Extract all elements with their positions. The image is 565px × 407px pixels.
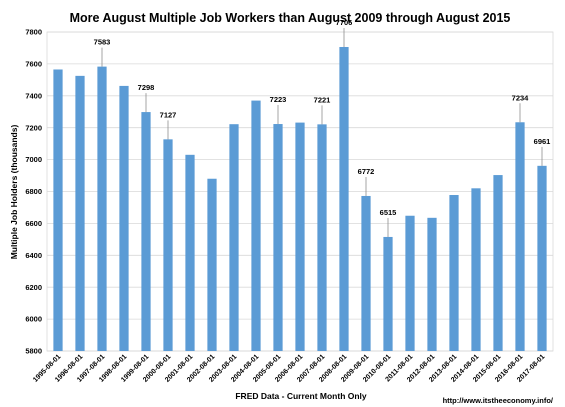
bar <box>449 195 459 351</box>
data-labels: 7583 7298 7127 7223 7221 7706 6772 6515 7234 6961 <box>94 18 551 237</box>
y-axis-label: Multiple Job Holders (thousands) <box>9 125 19 260</box>
y-axis-ticks: 5800 6000 6200 6400 6600 6800 7000 7200 7400 7600… <box>25 28 42 356</box>
bar <box>163 139 173 351</box>
y-tick-label: 7000 <box>25 155 42 164</box>
source-note: http://www.itstheeconomy.info/ <box>443 396 554 405</box>
data-label: 7127 <box>160 110 177 119</box>
bar <box>471 188 481 351</box>
data-label: 6772 <box>358 167 375 176</box>
data-label: 7298 <box>138 83 155 92</box>
x-axis-label: FRED Data - Current Month Only <box>235 391 367 401</box>
bar <box>273 124 283 352</box>
y-tick-label: 7200 <box>25 123 42 132</box>
data-label: 6961 <box>534 137 551 146</box>
chart-title: More August Multiple Job Workers than Au… <box>70 11 511 25</box>
data-label: 7221 <box>314 95 331 104</box>
y-tick-label: 6000 <box>25 315 42 324</box>
bar <box>537 165 547 351</box>
y-tick-label: 7600 <box>25 60 42 69</box>
bar <box>119 85 129 351</box>
bar <box>295 122 305 351</box>
y-tick-label: 6800 <box>25 187 42 196</box>
data-label: 7234 <box>512 93 530 102</box>
y-tick-label: 7400 <box>25 91 42 100</box>
bars <box>53 46 547 352</box>
bar <box>427 217 437 351</box>
data-label: 7583 <box>94 38 111 47</box>
bar <box>75 75 85 352</box>
bar <box>53 69 63 352</box>
y-tick-label: 6600 <box>25 219 42 228</box>
data-label: 6515 <box>380 208 397 217</box>
bar <box>97 66 107 351</box>
bar <box>493 175 503 351</box>
bar <box>141 112 151 351</box>
bar <box>383 236 393 351</box>
bar <box>339 46 349 351</box>
bar <box>207 178 217 351</box>
y-tick-label: 6400 <box>25 251 42 260</box>
data-label: 7223 <box>270 95 287 104</box>
bar <box>229 124 239 351</box>
bar <box>317 124 327 352</box>
bar <box>251 100 261 352</box>
bar <box>361 195 371 351</box>
bar <box>185 154 195 351</box>
y-tick-label: 5800 <box>25 347 42 356</box>
data-label: 7706 <box>336 18 353 27</box>
bar <box>515 122 525 351</box>
y-tick-label: 6200 <box>25 283 42 292</box>
y-tick-label: 7800 <box>25 28 42 37</box>
bar <box>405 215 415 351</box>
